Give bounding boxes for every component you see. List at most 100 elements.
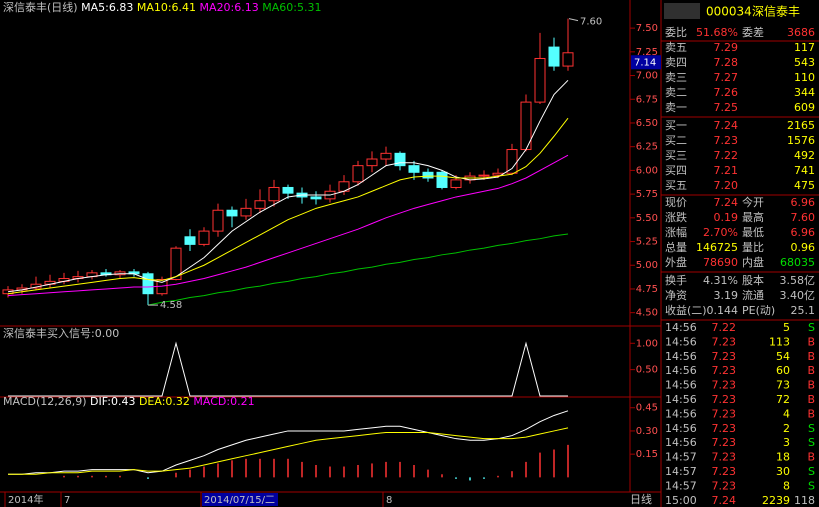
y-tick-label: 0.30 [636,426,658,437]
y-tick-label: 6.50 [636,118,658,129]
y-tick-label: 5.25 [636,237,658,248]
candle-body [310,196,322,200]
tick-volume: 60 [776,364,790,377]
candle-body [282,186,294,194]
legend-value: 5.31 [297,1,322,14]
field-value: 4.31% [703,274,738,287]
field-value: 0.96 [791,241,816,254]
order-price: 7.23 [714,134,739,147]
legend-value: 6.41 [172,1,200,14]
candle-body [198,230,210,245]
y-tick-label: 7.50 [636,23,658,34]
low-label: 4.58 [160,300,182,311]
line-series [8,341,568,397]
order-volume: 1576 [787,134,815,147]
candle-body [380,152,392,160]
line-series [8,410,569,475]
tick-time: 14:56 [665,364,697,377]
candle-body [212,209,224,232]
y-tick-label: 0.50 [636,365,658,376]
tick-price: 7.23 [712,465,737,478]
order-price: 7.24 [714,119,739,132]
field-value: 7.60 [791,211,816,224]
field-label: 收益(二) [665,303,707,317]
candle-body [478,174,490,177]
order-label: 卖五 [665,41,687,54]
tick-time: 14:56 [665,350,697,363]
field-value: 2.70% [703,226,738,239]
candle-body [562,52,574,67]
tick-price: 7.24 [712,494,737,507]
candle-body [268,186,280,202]
legend-value: 6.13 [234,1,262,14]
tick-price: 7.23 [712,335,737,348]
tick-volume: 113 [769,335,790,348]
tick-time: 14:57 [665,465,697,478]
y-tick-label: 7.25 [636,47,658,58]
field-label: 股本 [742,273,764,287]
tick-volume: 2239 [762,494,790,507]
field-value: 0.144 [707,304,739,317]
pane-header: 深信泰丰(日线) MA5:6.83 MA10:6.41 MA20:6.13 MA… [3,0,321,14]
tick-volume: 72 [776,393,790,406]
tick-price: 7.23 [712,364,737,377]
field-label: 流通 [742,288,764,302]
y-tick-label: 1.00 [636,338,658,349]
field-value: 68035 [780,256,815,269]
field-label: 换手 [665,273,687,287]
candle-body [352,165,364,183]
field-value: 146725 [696,241,738,254]
tick-time: 14:56 [665,422,697,435]
tick-time: 14:56 [665,321,697,334]
tick-time: 15:00 [665,494,697,507]
field-label: 总量 [665,240,687,254]
tick-volume: 73 [776,379,790,392]
tick-flag: 118 [794,494,815,507]
order-volume: 344 [794,86,815,99]
field-value: 0.19 [714,211,739,224]
field-label: 涨跌 [665,210,687,224]
field-label: 今开 [742,195,764,209]
pane-header: 深信泰丰买入信号:0.00 [3,326,119,340]
cursor-price-box [631,55,661,70]
field-label: 最高 [742,210,764,224]
time-label: 2014年 [8,493,43,506]
legend-value: 0.21 [230,395,255,408]
candle-body [436,171,448,188]
tick-volume: 30 [776,465,790,478]
legend-name: MA20: [200,1,235,14]
candle-body [184,236,196,245]
tick-volume: 8 [783,479,790,492]
tick-flag: B [807,379,815,392]
tick-time: 14:56 [665,407,697,420]
order-label: 买一 [665,119,687,132]
candle-body [506,149,518,174]
tick-volume: 18 [776,451,790,464]
time-cursor-box [202,493,278,506]
time-label: 2014/07/15/二 [204,495,275,506]
tick-price: 7.23 [712,350,737,363]
tick-price: 7.23 [712,407,737,420]
order-volume: 741 [794,164,815,177]
field-label: 涨幅 [665,226,687,239]
legend-name: MA60: [262,1,297,14]
y-tick-label: 7.00 [636,71,658,82]
field-value: 3.58亿 [780,274,816,287]
y-tick-label: 6.25 [636,142,658,153]
period-label: 日线 [630,492,652,506]
tick-time: 14:56 [665,379,697,392]
tick-price: 7.23 [712,436,737,449]
pane-header: MACD(12,26,9) DIF:0.43 DEA:0.32 MACD:0.2… [3,395,255,408]
field-label: 内盘 [742,255,764,269]
field-value: 51.68% [696,26,738,39]
field-value: 7.24 [714,196,739,209]
tick-flag: S [808,321,815,334]
order-volume: 475 [794,179,815,192]
tick-time: 14:57 [665,479,697,492]
tick-price: 7.23 [712,393,737,406]
order-label: 买二 [665,134,687,147]
legend-value: 6.83 [109,1,137,14]
legend-name: MA10: [137,1,172,14]
y-tick-label: 4.75 [636,284,658,295]
